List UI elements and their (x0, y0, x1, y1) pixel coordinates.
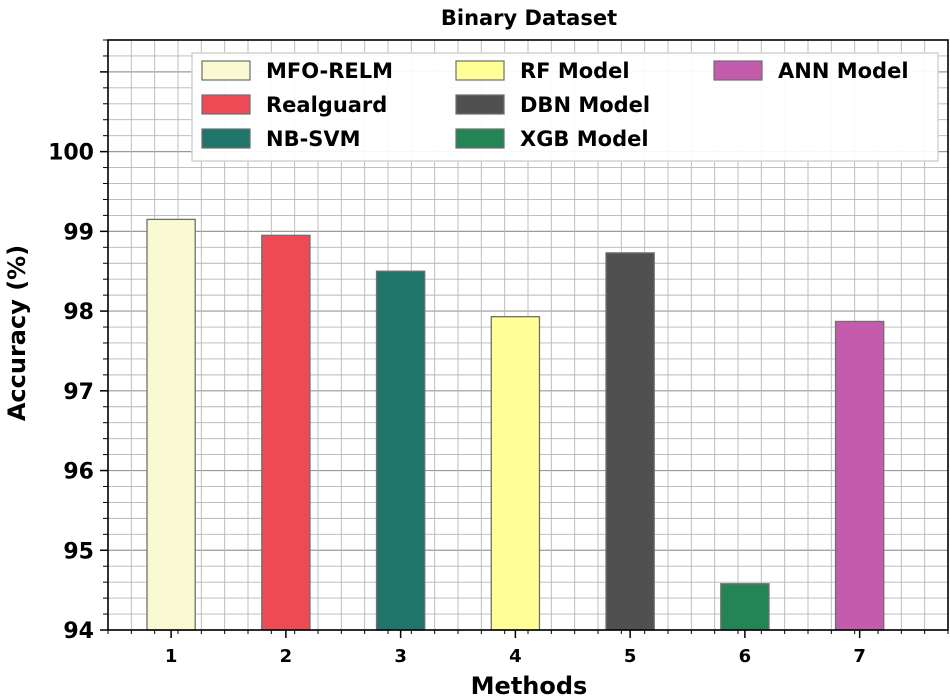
legend-label: DBN Model (520, 93, 650, 117)
legend-swatch (201, 94, 251, 115)
bar-realguard (261, 234, 311, 631)
legend-swatch (455, 128, 505, 149)
axes: 94 95 96 97 98 99 100 1 2 3 4 5 6 7 (48, 39, 949, 667)
x-tick-label: 1 (165, 646, 178, 667)
bars (146, 218, 885, 631)
legend: MFO-RELM Realguard NB-SVM RF Model DBN Model… (191, 52, 939, 162)
x-tick-label: 4 (509, 646, 522, 667)
bar-mfo-relm (146, 218, 196, 631)
x-tick-label: 7 (853, 646, 866, 667)
chart-title: Binary Dataset (441, 6, 617, 30)
y-tick-label: 95 (63, 539, 94, 564)
legend-label: RF Model (520, 59, 630, 83)
legend-swatch (201, 60, 251, 81)
x-axis-label: Methods (471, 672, 588, 699)
legend-swatch (455, 94, 505, 115)
legend-label: MFO-RELM (266, 59, 393, 83)
bar-ann-model (834, 320, 885, 631)
y-tick-label: 100 (48, 141, 94, 166)
x-tick-label: 5 (624, 646, 637, 667)
legend-box (191, 52, 939, 162)
x-tick-label: 2 (280, 646, 293, 667)
y-tick-label: 96 (63, 460, 94, 485)
x-tick-label: 6 (739, 646, 752, 667)
y-tick-label: 98 (63, 300, 94, 325)
bar-xgb-model (720, 583, 770, 631)
y-tick-label: 94 (63, 619, 94, 644)
legend-swatch (455, 60, 505, 81)
y-tick-label: 97 (63, 380, 94, 405)
x-tick-label: 3 (394, 646, 407, 667)
legend-swatch (201, 128, 251, 149)
bar-nb-svm (375, 270, 426, 631)
bar-dbn-model (605, 252, 655, 631)
legend-label: NB-SVM (266, 127, 361, 151)
y-tick-label: 99 (63, 220, 94, 245)
legend-label: ANN Model (778, 59, 909, 83)
legend-label: XGB Model (520, 127, 649, 151)
legend-swatch (713, 60, 763, 81)
y-axis-label: Accuracy (%) (3, 245, 31, 421)
bar-rf-model (490, 316, 541, 631)
legend-label: Realguard (266, 93, 387, 117)
